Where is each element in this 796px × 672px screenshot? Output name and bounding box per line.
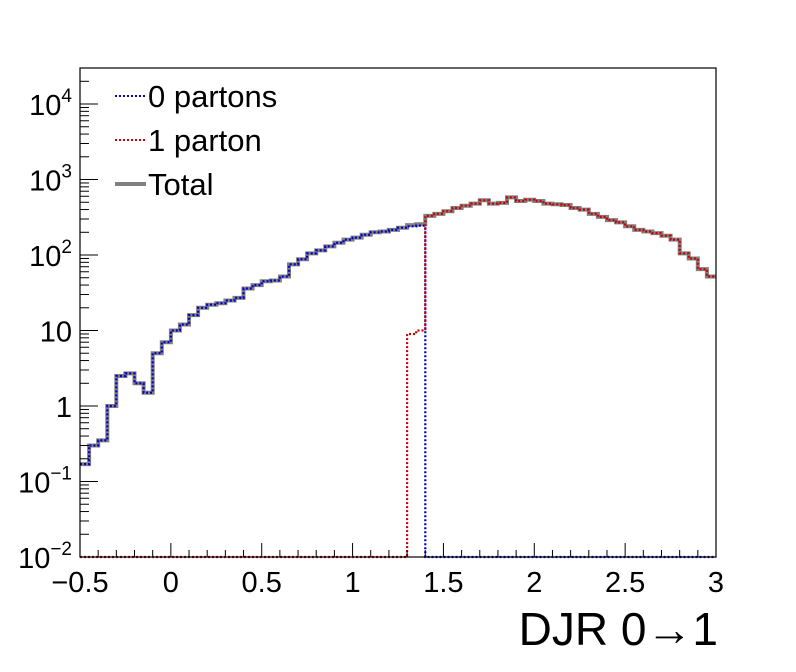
y-tick-label: 10−1: [18, 464, 72, 500]
legend-item: 1 parton: [115, 123, 262, 158]
legend-item: Total: [115, 167, 213, 202]
y-tick-label: 1: [56, 392, 72, 424]
x-tick-label: −0.5: [51, 567, 108, 599]
x-tick-label: 1: [345, 567, 361, 599]
legend-item: 0 partons: [115, 79, 277, 114]
series-line: [80, 196, 716, 559]
x-tick-label: 2: [526, 567, 542, 599]
label-layer: −0.5 0 0.5 1 1.5 2 2.5 3 10−2 10−1 1 10 102 103 104: [18, 86, 724, 599]
series-0-partons: [80, 224, 716, 559]
y-tick-label: 103: [29, 162, 72, 198]
x-tick-label: 0.5: [242, 567, 282, 599]
tick-layer: [79, 67, 717, 558]
x-tick-label: 3: [708, 567, 724, 599]
x-axis-title: DJR 0→1: [519, 603, 718, 655]
y-tick-label: 102: [29, 237, 72, 273]
x-tick-label: 0: [163, 567, 179, 599]
series-total: [80, 195, 716, 467]
y-tick-label: 10: [40, 317, 72, 349]
legend: 0 partons 1 parton Total: [115, 79, 277, 202]
plot-frame: [79, 67, 717, 558]
series-1-parton: [80, 196, 716, 559]
x-tick-label: 2.5: [605, 567, 645, 599]
legend-label: 1 parton: [148, 123, 262, 158]
legend-label: 0 partons: [148, 79, 277, 114]
legend-label: Total: [148, 167, 213, 202]
series-line: [80, 195, 716, 467]
series-layer: [80, 195, 716, 559]
y-tick-label: 10−2: [18, 539, 72, 575]
series-line: [80, 224, 716, 559]
y-tick-label: 104: [29, 86, 72, 122]
x-tick-label: 1.5: [423, 567, 463, 599]
